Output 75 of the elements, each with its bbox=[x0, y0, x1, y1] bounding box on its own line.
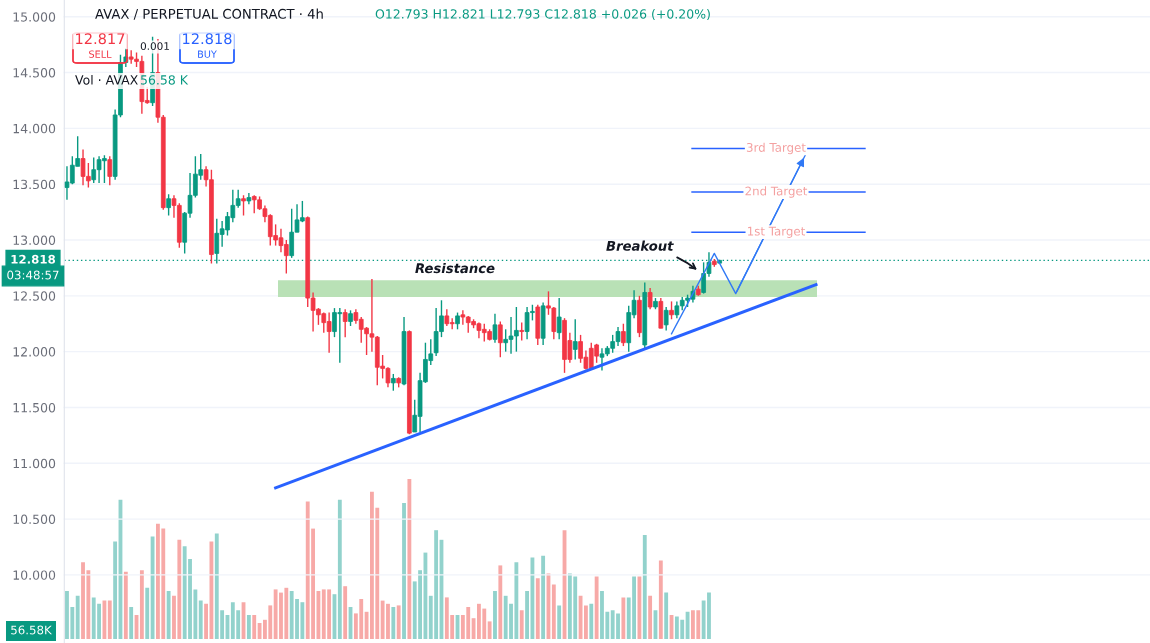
bar bbox=[589, 603, 594, 639]
bar bbox=[246, 615, 251, 639]
annotation: 56.58 K bbox=[140, 75, 189, 85]
text: 03:48:57 bbox=[7, 270, 59, 280]
y-tick-label: 14.000 bbox=[13, 123, 56, 134]
bar bbox=[343, 586, 348, 639]
text: 56.58K bbox=[11, 625, 53, 635]
candlestick bbox=[621, 323, 626, 347]
y-tick-label: 13.000 bbox=[13, 235, 56, 245]
bar bbox=[685, 611, 690, 639]
candlestick bbox=[572, 318, 578, 361]
candlestick bbox=[492, 312, 498, 344]
annotation: SELL bbox=[89, 50, 112, 58]
bar bbox=[541, 555, 546, 639]
y-tick-label: 12.000 bbox=[13, 347, 56, 357]
bar bbox=[252, 615, 257, 639]
candlestick bbox=[107, 155, 113, 187]
candlestick bbox=[241, 194, 246, 217]
text: AVAX / PERPETUAL CONTRACT · 4h bbox=[95, 8, 323, 20]
candlestick bbox=[166, 193, 171, 217]
bar bbox=[664, 592, 669, 639]
bar bbox=[166, 591, 171, 639]
y-tick-label: 14.500 bbox=[13, 68, 56, 78]
bar bbox=[102, 600, 107, 639]
bar bbox=[402, 503, 406, 639]
ref-line-label: 2nd Target bbox=[745, 186, 808, 198]
bar bbox=[129, 607, 134, 639]
bar bbox=[493, 591, 497, 639]
bar bbox=[113, 541, 118, 639]
bar bbox=[519, 610, 524, 639]
text: O12.793 H12.821 L12.793 C12.818 +0.026 (+0.20%) bbox=[375, 8, 710, 21]
y-tick-label: 13.500 bbox=[13, 179, 56, 190]
bar bbox=[75, 595, 80, 639]
bar bbox=[498, 565, 503, 639]
bar bbox=[139, 570, 144, 639]
bar bbox=[145, 587, 150, 639]
bar bbox=[621, 597, 626, 639]
annotation: 12.817 bbox=[76, 33, 125, 45]
bar bbox=[123, 571, 128, 639]
candlestick bbox=[497, 320, 503, 358]
bar bbox=[557, 605, 562, 639]
y-tick-label: 10.000 bbox=[13, 570, 56, 580]
bar bbox=[487, 621, 492, 639]
bar bbox=[658, 560, 663, 639]
candlestick bbox=[556, 297, 562, 341]
y-tick-label: 10.500 bbox=[13, 514, 56, 525]
candlestick bbox=[663, 306, 669, 332]
ref-line-label: 12.818 bbox=[11, 254, 56, 264]
bar bbox=[637, 576, 642, 639]
bar bbox=[594, 576, 599, 639]
y-tick-label: 15.000 bbox=[13, 12, 56, 22]
annotation: Vol · AVAX bbox=[75, 74, 138, 85]
bar bbox=[396, 605, 401, 639]
annotation: Breakout bbox=[606, 240, 674, 251]
bar bbox=[648, 595, 653, 639]
bar bbox=[407, 479, 412, 639]
bar bbox=[107, 600, 112, 639]
candlestick bbox=[342, 308, 348, 338]
annotation: BUY bbox=[198, 50, 217, 58]
ref-line-label: 1st Target bbox=[748, 226, 805, 238]
y-tick-label: 11.000 bbox=[13, 458, 56, 469]
candlestick bbox=[647, 287, 653, 310]
band-label: Resistance bbox=[415, 262, 495, 274]
y-tick-label: 11.500 bbox=[13, 402, 56, 413]
annotation: 12.818 bbox=[183, 33, 232, 45]
bar bbox=[198, 600, 203, 639]
ref-line-label: 3rd Target bbox=[746, 142, 806, 155]
bar bbox=[551, 584, 556, 639]
bar bbox=[535, 578, 540, 639]
bar bbox=[150, 536, 155, 639]
bar bbox=[642, 535, 647, 639]
bar bbox=[391, 607, 396, 639]
y-tick-label: 12.500 bbox=[13, 291, 56, 301]
annotation: 0.001 bbox=[140, 42, 169, 51]
bar bbox=[337, 499, 342, 639]
